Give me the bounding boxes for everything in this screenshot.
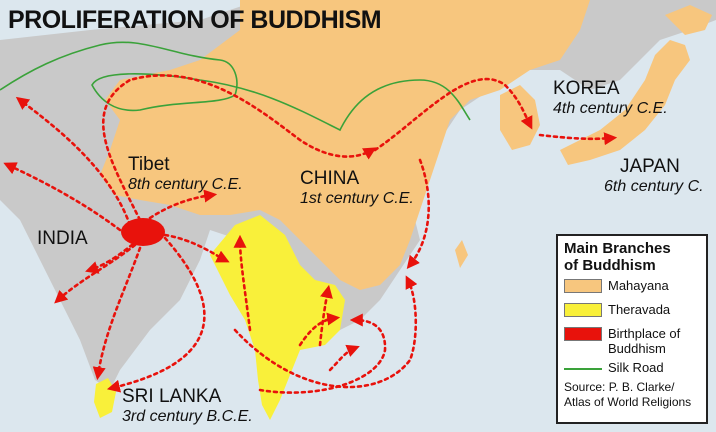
route-thai-north: [318, 284, 333, 347]
route-to-sri-lanka-sea: [106, 236, 206, 393]
hokkaido-land: [665, 5, 712, 35]
label-india: INDIA: [37, 228, 88, 249]
route-west-lower: [3, 162, 122, 232]
route-sea-east: [233, 275, 418, 389]
label-japan: JAPAN: [620, 156, 680, 177]
route-west-upper: [15, 96, 132, 227]
route-china-south: [406, 158, 430, 270]
silk-road: [0, 41, 471, 132]
route-india-east: [163, 233, 230, 263]
route-to-sri-lanka-west: [92, 246, 142, 381]
route-china-korea: [373, 77, 533, 152]
route-india-southwest: [85, 238, 140, 274]
label-china: CHINA: [300, 168, 360, 189]
legend-source-line2: Atlas of World Religions: [564, 395, 692, 409]
legend-item-mahayana: Mahayana: [564, 278, 669, 293]
legend-swatch-birthplace: [564, 327, 602, 341]
route-sea-vietnam: [258, 313, 387, 394]
legend-swatch-silk-road: [564, 368, 602, 370]
label-korea-era: 4th century C.E.: [553, 100, 668, 117]
legend-swatch-mahayana: [564, 279, 602, 293]
label-sri-lanka-era: 3rd century B.C.E.: [122, 408, 253, 425]
legend-source: Source: P. B. Clarke/ Atlas of World Rel…: [564, 380, 691, 410]
legend-source-line1: Source: P. B. Clarke/: [564, 380, 675, 394]
route-cambodia: [328, 344, 360, 372]
legend-label-mahayana: Mahayana: [608, 278, 669, 293]
label-tibet-era: 8th century C.E.: [128, 176, 243, 193]
legend-title-line1: Main Branches: [564, 240, 671, 257]
route-silk-road-main: [102, 74, 377, 222]
route-korea-japan: [538, 132, 618, 146]
legend-swatch-theravada: [564, 303, 602, 317]
route-burma-north: [233, 234, 252, 332]
theravada-region: [210, 215, 345, 420]
legend-item-silk-road: Silk Road: [564, 360, 664, 375]
taiwan-land: [455, 240, 468, 268]
label-japan-era: 6th century C.: [604, 178, 704, 195]
legend: Main Branches of Buddhism Mahayana Thera…: [556, 234, 708, 424]
legend-item-theravada: Theravada: [564, 302, 670, 317]
label-tibet: Tibet: [128, 154, 170, 175]
japan-land: [560, 40, 690, 165]
legend-label-silk-road: Silk Road: [608, 360, 664, 375]
birthplace-marker: [121, 218, 165, 246]
route-to-tibet: [148, 189, 218, 220]
spread-routes: [3, 74, 618, 394]
legend-label-theravada: Theravada: [608, 302, 671, 317]
legend-title-line2: of Buddhism: [564, 257, 656, 274]
korea-land: [500, 85, 540, 150]
label-china-era: 1st century C.E.: [300, 190, 414, 207]
route-thai-east: [298, 312, 341, 347]
legend-item-birthplace: Birthplace of Buddhism: [564, 326, 698, 356]
mahayana-region: [100, 0, 590, 290]
label-korea: KOREA: [553, 78, 620, 99]
map-title: PROLIFERATION OF BUDDHISM: [8, 6, 382, 34]
label-sri-lanka: SRI LANKA: [122, 386, 222, 407]
legend-label-birthplace: Birthplace of Buddhism: [608, 326, 681, 356]
